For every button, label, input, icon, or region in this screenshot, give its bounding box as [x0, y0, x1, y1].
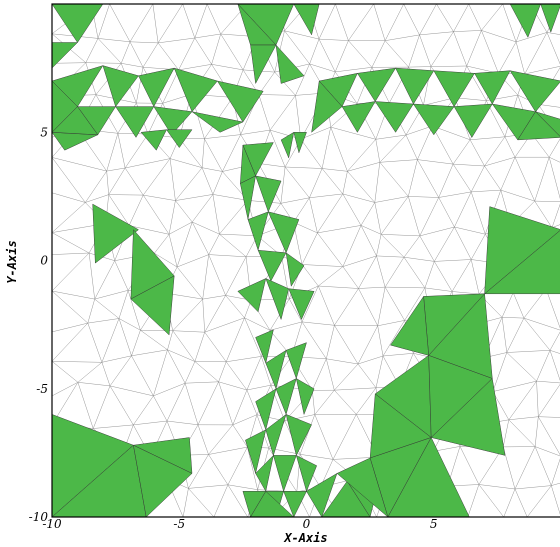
mesh-cell — [52, 4, 104, 43]
mesh-cell — [295, 378, 315, 416]
mesh-cell — [453, 103, 493, 138]
y-tick-label: 0 — [40, 254, 48, 268]
mesh-cell — [245, 429, 267, 475]
mesh-cell — [509, 4, 541, 38]
mesh-cell — [140, 129, 167, 151]
mesh-cell — [306, 472, 338, 517]
mesh-cell — [387, 437, 470, 517]
mesh-cell — [285, 414, 312, 457]
mesh-cell — [275, 44, 305, 84]
mesh-cell — [336, 457, 389, 517]
mesh-cell — [517, 111, 560, 141]
plot-frame — [51, 3, 560, 518]
mesh-cell — [153, 106, 193, 136]
y-tick-label: 5 — [40, 125, 48, 139]
mesh-cell — [250, 490, 295, 517]
mesh-cell — [293, 4, 320, 36]
mesh-cell — [341, 101, 376, 133]
mesh-cell — [247, 211, 269, 251]
mesh-cell — [474, 70, 511, 105]
mesh-cell — [433, 70, 475, 108]
mesh-cell — [255, 329, 274, 364]
mesh-cell — [166, 129, 193, 148]
mesh-cell — [267, 211, 300, 254]
mesh-cell — [430, 378, 506, 456]
mesh-cell — [540, 4, 560, 33]
mesh-cell — [255, 454, 274, 492]
filled-cells — [52, 4, 560, 517]
mesh-cell — [295, 454, 317, 492]
mesh-cell — [250, 44, 277, 85]
mesh-cell — [273, 455, 297, 493]
mesh-cell — [237, 278, 267, 313]
y-tick-label: -10 — [29, 510, 49, 524]
x-tick-label: -10 — [42, 517, 62, 531]
mesh-cell — [52, 42, 79, 69]
mesh-cell — [280, 131, 295, 159]
mesh-cell — [133, 444, 193, 517]
x-tick-label: -5 — [173, 517, 185, 531]
mesh-cell — [285, 342, 307, 380]
mesh-cell — [311, 80, 343, 133]
mesh-cell — [288, 288, 315, 321]
mesh-cell — [255, 175, 282, 213]
mesh-cell — [374, 101, 414, 133]
x-tick-labels: -10 -5 0 5 — [42, 517, 437, 531]
mesh-cell — [283, 491, 307, 517]
y-tick-label: -5 — [36, 382, 48, 396]
mesh-cell — [92, 203, 139, 264]
mesh-cell — [52, 106, 99, 136]
mesh-cell — [265, 278, 289, 321]
mesh-cell — [115, 106, 155, 138]
mesh-cell — [216, 80, 264, 123]
mesh-cell — [102, 65, 139, 108]
mesh-cell — [265, 349, 287, 390]
mesh-cell — [357, 67, 397, 102]
mesh-cell — [173, 67, 218, 113]
x-axis-title: X-Axis — [283, 531, 327, 545]
mesh-cell — [412, 103, 455, 136]
mesh-cell — [265, 413, 287, 457]
mesh-cell — [285, 252, 305, 287]
x-tick-label: 5 — [430, 517, 438, 531]
mesh-cell — [483, 230, 560, 295]
x-tick-label: 0 — [303, 517, 311, 531]
mesh-cell — [257, 249, 287, 282]
y-tick-labels: -10 -5 0 5 — [29, 125, 49, 524]
mesh-cell — [240, 175, 256, 220]
mesh-cell — [275, 378, 297, 416]
mesh-cell — [390, 295, 429, 356]
mesh-cell — [191, 111, 244, 133]
y-axis-title: Y-Axis — [5, 240, 19, 283]
mesh-cell — [130, 275, 175, 336]
mesh-cell — [509, 70, 560, 113]
mesh-cell — [395, 67, 435, 105]
mesh-cell — [138, 67, 175, 108]
mesh-cell — [255, 388, 277, 431]
mesh-cell — [293, 132, 307, 154]
